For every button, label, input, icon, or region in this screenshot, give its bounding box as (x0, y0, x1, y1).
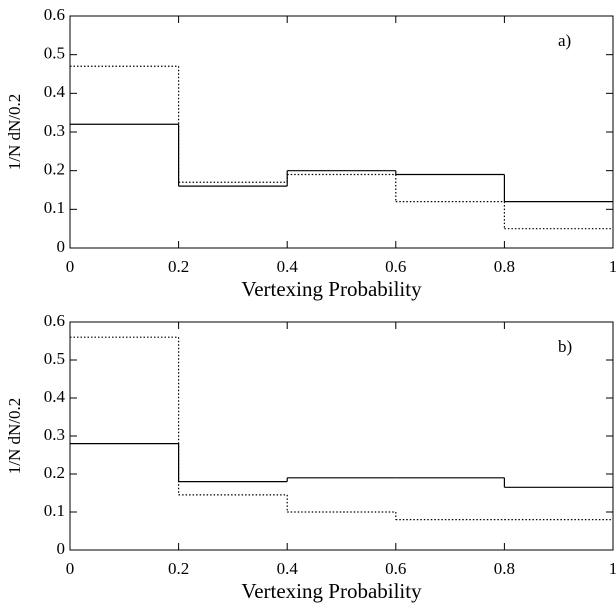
y-tick-label: 0.2 (44, 160, 65, 179)
x-tick-label: 0.4 (277, 559, 299, 578)
x-tick-label: 0.4 (277, 257, 299, 276)
x-tick-label: 0.2 (168, 559, 189, 578)
x-axis-label: Vertexing Probability (241, 277, 422, 301)
x-tick-label: 0.8 (494, 559, 515, 578)
x-axis-label: Vertexing Probability (241, 579, 422, 603)
y-tick-label: 0.4 (44, 387, 66, 406)
y-tick-label: 0.1 (44, 198, 65, 217)
x-tick-label: 0.8 (494, 257, 515, 276)
annotation: a) (558, 31, 571, 50)
y-tick-label: 0 (57, 237, 66, 256)
y-tick-label: 0.1 (44, 501, 65, 520)
y-tick-label: 0 (57, 539, 66, 558)
y-axis-label: 1/N dN/0.2 (5, 398, 24, 475)
y-tick-label: 0.2 (44, 463, 65, 482)
x-tick-label: 0.6 (385, 559, 406, 578)
x-tick-label: 0.2 (168, 257, 189, 276)
y-tick-label: 0.4 (44, 82, 66, 101)
x-tick-label: 0 (66, 257, 75, 276)
plot-frame (69, 321, 614, 551)
y-tick-label: 0.6 (44, 311, 65, 330)
y-tick-label: 0.5 (44, 349, 65, 368)
plot-frame (69, 15, 614, 249)
x-tick-label: 1 (609, 559, 616, 578)
annotation: b) (558, 337, 572, 356)
y-tick-label: 0.6 (44, 5, 65, 24)
x-tick-label: 1 (609, 257, 616, 276)
y-tick-label: 0.3 (44, 425, 65, 444)
y-tick-label: 0.5 (44, 44, 65, 63)
y-tick-label: 0.3 (44, 121, 65, 140)
x-tick-label: 0 (66, 559, 75, 578)
y-axis-label: 1/N dN/0.2 (5, 94, 24, 171)
x-tick-label: 0.6 (385, 257, 406, 276)
